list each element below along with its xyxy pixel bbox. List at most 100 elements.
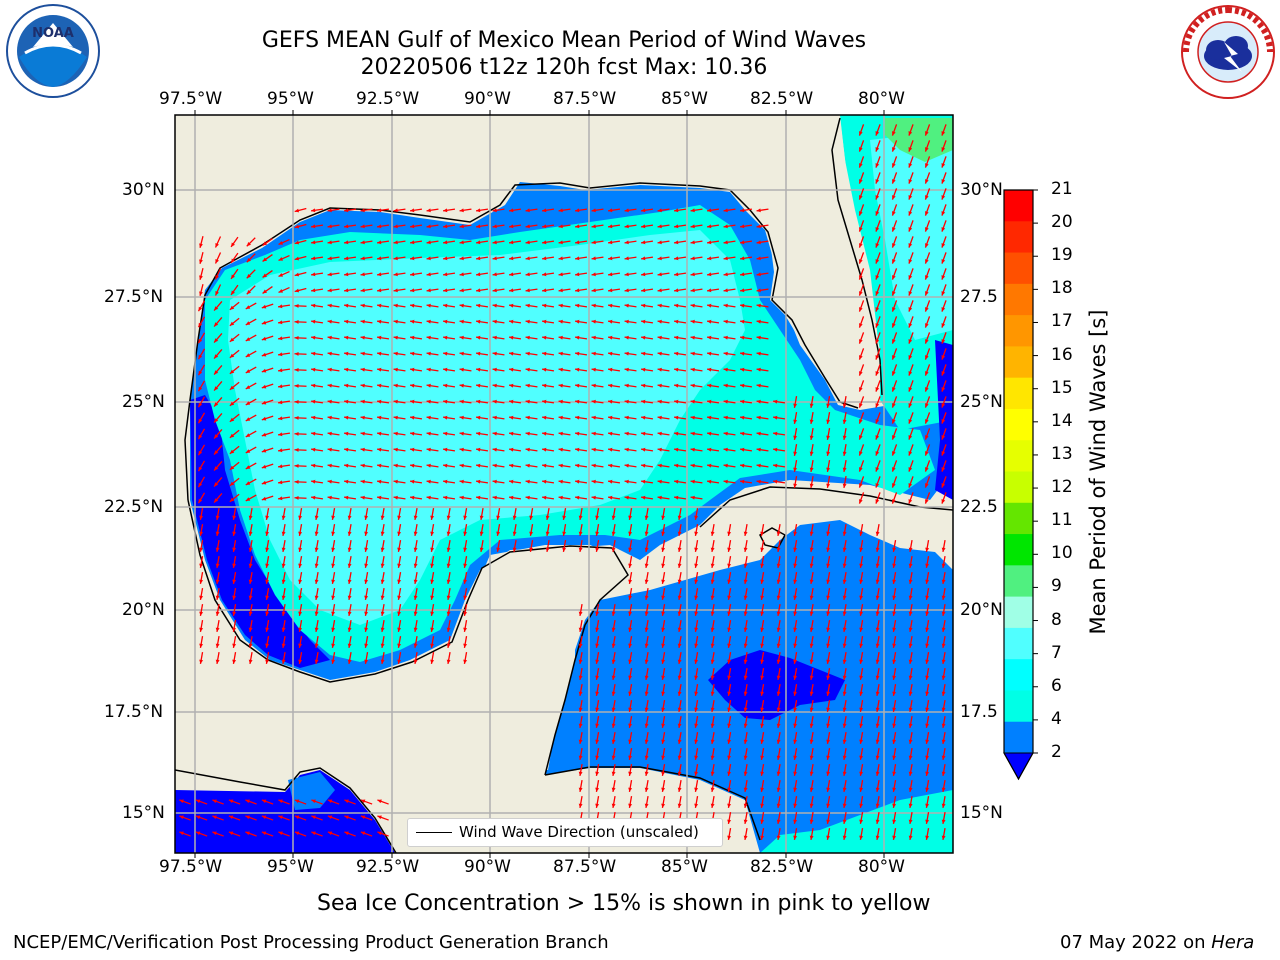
wind-wave-arrow-head: [364, 531, 369, 536]
wind-wave-arrow-head: [858, 387, 863, 392]
wind-wave-arrow-head: [595, 675, 600, 680]
wind-wave-arrow-head: [232, 547, 237, 552]
wind-wave-arrow-head: [674, 256, 679, 261]
wind-wave-arrow-head: [677, 643, 682, 648]
wind-wave-arrow-head: [311, 367, 316, 372]
wind-wave-arrow-head: [377, 288, 382, 293]
wind-wave-arrow-head: [298, 563, 303, 568]
wind-wave-arrow-head: [591, 383, 596, 388]
wind-wave-arrow-head: [661, 627, 666, 632]
colorbar-segment: [1004, 315, 1033, 347]
wind-wave-arrow-head: [793, 835, 798, 840]
wind-wave-arrow-head: [215, 258, 219, 264]
wind-wave-arrow-head: [278, 320, 283, 325]
wind-wave-arrow-head: [892, 611, 897, 616]
wind-wave-arrow-head: [215, 242, 219, 248]
wind-wave-arrow-head: [677, 595, 682, 600]
colorbar-segment: [1004, 283, 1033, 316]
wind-wave-arrow-head: [842, 643, 847, 648]
wind-wave-arrow-head: [677, 659, 682, 664]
wind-wave-arrow-head: [198, 354, 203, 360]
wind-wave-arrow-head: [743, 771, 748, 776]
colorbar-segment: [1004, 690, 1033, 723]
wind-wave-arrow-head: [380, 643, 385, 648]
wind-wave-arrow-head: [661, 739, 666, 744]
wind-wave-arrow-head: [380, 563, 385, 568]
wind-wave-arrow-head: [525, 272, 530, 277]
wind-wave-arrow-head: [377, 463, 382, 468]
wind-wave-arrow-head: [875, 595, 880, 600]
wind-wave-arrow-head: [826, 467, 831, 472]
wind-wave-arrow-head: [611, 675, 616, 680]
atlantic-green-patch: [885, 118, 953, 162]
wind-wave-arrow-head: [908, 483, 913, 488]
wind-wave-arrow-head: [628, 643, 633, 648]
wind-wave-arrow-head: [397, 563, 402, 568]
wind-wave-arrow-head: [608, 447, 613, 452]
lon-label: 80°W: [858, 857, 905, 877]
wind-wave-arrow-head: [859, 659, 864, 664]
wind-wave-arrow-head: [941, 211, 946, 216]
wind-wave-arrow-head: [707, 383, 712, 388]
wind-wave-arrow-head: [327, 447, 332, 452]
wind-wave-arrow-head: [377, 208, 382, 213]
wind-wave-arrow-head: [842, 803, 847, 808]
wind-wave-arrow-head: [924, 467, 929, 472]
wind-wave-arrow-head: [525, 288, 530, 293]
colorbar-segment: [1004, 190, 1033, 222]
wind-wave-arrow-head: [674, 431, 679, 436]
wind-wave-arrow-head: [492, 240, 497, 245]
wind-wave-arrow-head: [314, 595, 319, 600]
wind-wave-arrow-head: [212, 799, 217, 804]
wind-wave-arrow-head: [743, 611, 748, 616]
wind-wave-arrow-head: [624, 367, 629, 372]
wind-wave-arrow-head: [459, 399, 464, 404]
wind-wave-arrow-head: [925, 723, 930, 728]
wind-wave-arrow-head: [674, 399, 679, 404]
wind-wave-arrow-head: [809, 739, 814, 744]
wind-wave-arrow-head: [410, 447, 415, 452]
wind-wave-arrow-head: [694, 755, 699, 760]
wind-wave-arrow-head: [776, 707, 781, 712]
wind-wave-arrow-head: [360, 399, 365, 404]
lon-label: 97.5°W: [159, 89, 223, 109]
wind-wave-arrow-head: [891, 259, 896, 264]
wind-wave-arrow-head: [776, 675, 781, 680]
wind-wave-arrow-head: [641, 495, 646, 500]
wind-wave-arrow-head: [727, 531, 732, 536]
wind-wave-arrow-head: [248, 563, 253, 568]
wind-wave-arrow-head: [875, 467, 880, 472]
colorbar-segment: [1004, 565, 1033, 598]
wind-wave-arrow-head: [710, 627, 715, 632]
wind-wave-arrow-head: [908, 723, 913, 728]
wind-wave-arrow-head: [858, 419, 863, 424]
wind-wave-arrow-head: [859, 707, 864, 712]
wind-wave-arrow-head: [314, 627, 319, 632]
wind-wave-arrow-head: [710, 771, 715, 776]
wind-wave-arrow-head: [661, 691, 666, 696]
wind-wave-arrow-head: [232, 595, 237, 600]
wind-wave-arrow-head: [707, 208, 712, 213]
wind-wave-arrow-head: [281, 627, 286, 632]
wind-wave-arrow-head: [776, 595, 781, 600]
wind-wave-arrow-head: [858, 259, 863, 264]
wind-wave-arrow-head: [674, 288, 679, 293]
wind-wave-arrow-head: [760, 611, 765, 616]
wind-wave-arrow-head: [924, 499, 929, 504]
wind-wave-arrow-head: [261, 416, 267, 421]
wind-wave-arrow-head: [641, 367, 646, 372]
wind-wave-arrow-head: [265, 531, 270, 536]
wind-wave-arrow-head: [624, 208, 629, 213]
wind-wave-arrow-head: [281, 531, 286, 536]
wind-wave-arrow-head: [858, 147, 863, 152]
wind-wave-arrow-head: [826, 451, 831, 456]
wind-wave-arrow-head: [393, 495, 398, 500]
wind-wave-arrow-head: [542, 224, 547, 229]
wind-wave-arrow-head: [529, 547, 534, 552]
wind-wave-arrow-head: [908, 787, 913, 792]
wind-wave-arrow-head: [908, 467, 913, 472]
wind-wave-arrow-head: [875, 163, 880, 168]
wind-wave-arrow-head: [674, 319, 679, 324]
wind-wave-arrow-head: [875, 739, 880, 744]
wind-wave-arrow-head: [278, 352, 283, 357]
